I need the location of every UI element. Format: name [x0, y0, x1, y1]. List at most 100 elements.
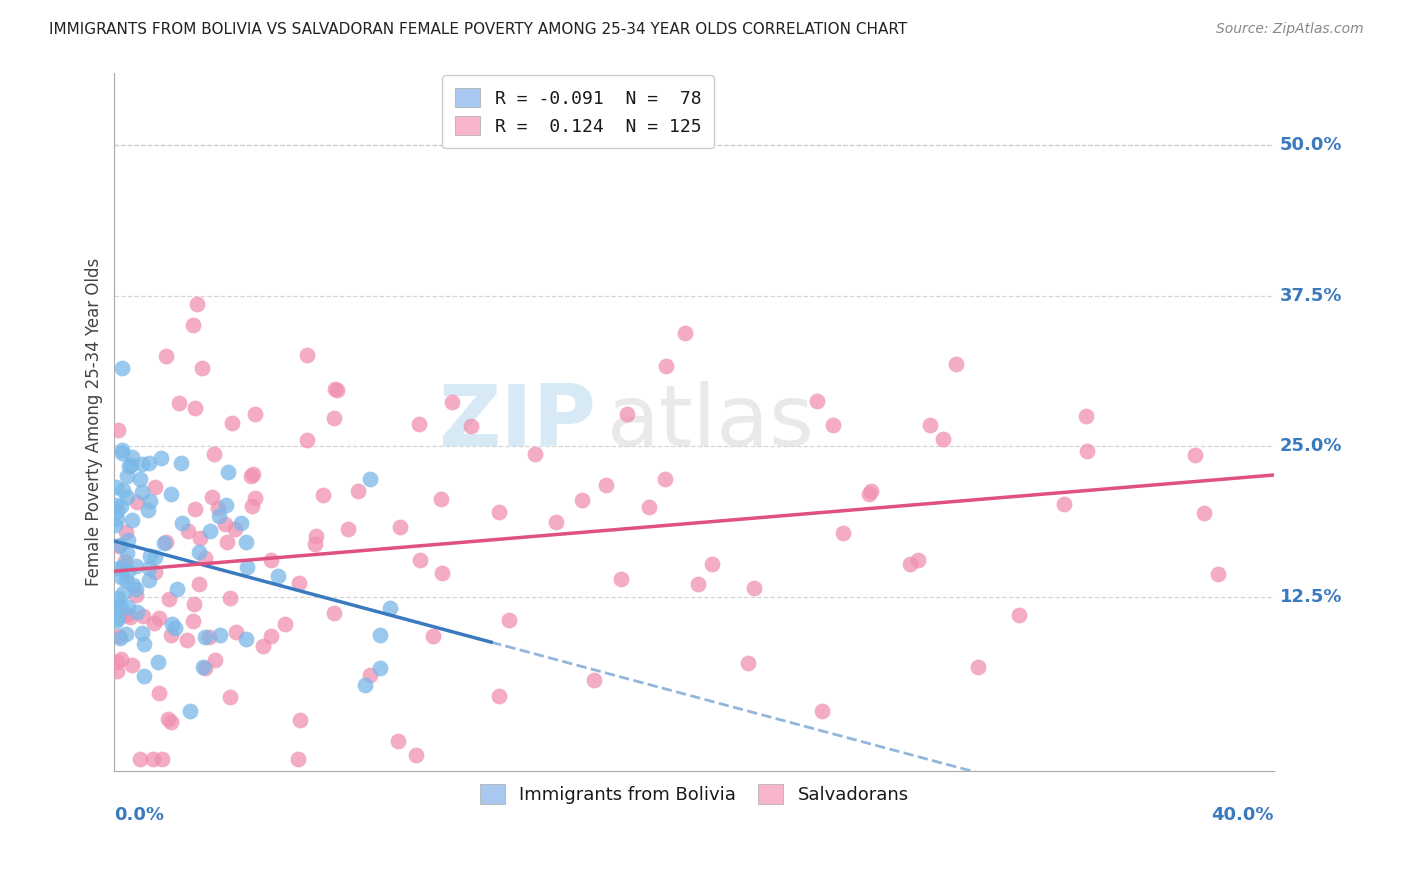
- Point: [159, 628, 181, 642]
- Point: [204, 653, 226, 667]
- Point: [295, 348, 318, 362]
- Point: [104, 518, 127, 533]
- Point: [207, 508, 229, 523]
- Point: [409, 553, 432, 567]
- Point: [1076, 443, 1098, 458]
- Point: [105, 615, 128, 629]
- Point: [209, 628, 232, 642]
- Point: [654, 472, 676, 486]
- Point: [111, 442, 134, 457]
- Point: [274, 616, 297, 631]
- Point: [832, 526, 855, 541]
- Point: [121, 657, 143, 672]
- Point: [149, 450, 172, 465]
- Point: [153, 536, 176, 550]
- Point: [105, 655, 128, 669]
- Point: [170, 456, 193, 470]
- Point: [121, 513, 143, 527]
- Point: [907, 553, 929, 567]
- Point: [194, 630, 217, 644]
- Point: [806, 393, 828, 408]
- Point: [129, 472, 152, 486]
- Point: [115, 608, 138, 623]
- Point: [138, 561, 160, 575]
- Point: [165, 621, 187, 635]
- Point: [148, 610, 170, 624]
- Point: [337, 522, 360, 536]
- Point: [157, 591, 180, 606]
- Point: [131, 609, 153, 624]
- Point: [219, 591, 242, 605]
- Point: [217, 466, 239, 480]
- Point: [488, 690, 510, 704]
- Point: [217, 535, 239, 549]
- Point: [225, 625, 247, 640]
- Point: [243, 408, 266, 422]
- Point: [191, 361, 214, 376]
- Point: [120, 610, 142, 624]
- Point: [181, 614, 204, 628]
- Point: [305, 529, 328, 543]
- Point: [111, 445, 134, 459]
- Point: [131, 625, 153, 640]
- Point: [138, 573, 160, 587]
- Point: [104, 480, 127, 494]
- Point: [932, 432, 955, 446]
- Point: [215, 498, 238, 512]
- Point: [524, 447, 547, 461]
- Point: [107, 591, 129, 605]
- Text: 50.0%: 50.0%: [1279, 136, 1343, 154]
- Text: ZIP: ZIP: [437, 381, 596, 464]
- Point: [224, 522, 246, 536]
- Point: [859, 484, 882, 499]
- Point: [170, 516, 193, 531]
- Point: [252, 639, 274, 653]
- Point: [359, 472, 381, 486]
- Point: [430, 491, 453, 506]
- Text: Source: ZipAtlas.com: Source: ZipAtlas.com: [1216, 22, 1364, 37]
- Point: [387, 734, 409, 748]
- Point: [139, 494, 162, 508]
- Point: [184, 502, 207, 516]
- Point: [107, 611, 129, 625]
- Text: atlas: atlas: [607, 381, 815, 464]
- Point: [610, 572, 633, 586]
- Point: [132, 669, 155, 683]
- Point: [115, 524, 138, 539]
- Point: [108, 560, 131, 574]
- Point: [346, 483, 368, 498]
- Point: [200, 524, 222, 539]
- Point: [176, 633, 198, 648]
- Point: [117, 564, 139, 578]
- Point: [131, 484, 153, 499]
- Point: [179, 704, 201, 718]
- Point: [134, 637, 156, 651]
- Point: [214, 516, 236, 531]
- Point: [1074, 409, 1097, 423]
- Point: [323, 382, 346, 396]
- Point: [408, 417, 430, 431]
- Point: [389, 520, 412, 534]
- Point: [155, 534, 177, 549]
- Point: [240, 468, 263, 483]
- Point: [1192, 506, 1215, 520]
- Point: [114, 554, 136, 568]
- Point: [142, 615, 165, 630]
- Point: [304, 537, 326, 551]
- Point: [162, 617, 184, 632]
- Point: [368, 661, 391, 675]
- Point: [1008, 608, 1031, 623]
- Point: [673, 326, 696, 340]
- Point: [105, 504, 128, 518]
- Point: [1053, 497, 1076, 511]
- Point: [638, 500, 661, 514]
- Point: [181, 318, 204, 332]
- Point: [111, 559, 134, 574]
- Point: [121, 450, 143, 465]
- Point: [312, 488, 335, 502]
- Point: [194, 661, 217, 675]
- Point: [354, 677, 377, 691]
- Point: [571, 493, 593, 508]
- Point: [858, 487, 880, 501]
- Point: [105, 498, 128, 512]
